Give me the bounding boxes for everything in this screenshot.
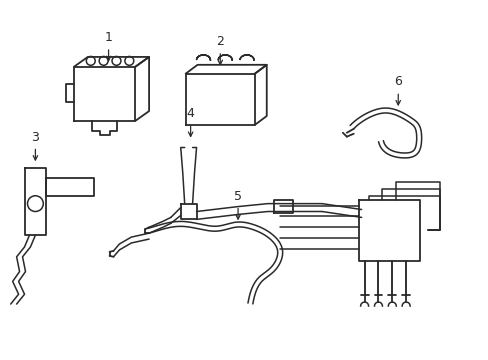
Text: 2: 2 [216, 35, 224, 48]
Text: 3: 3 [31, 131, 39, 144]
Text: 6: 6 [393, 76, 401, 89]
Text: 1: 1 [104, 31, 112, 44]
Text: 5: 5 [234, 190, 242, 203]
Text: 4: 4 [186, 107, 194, 120]
